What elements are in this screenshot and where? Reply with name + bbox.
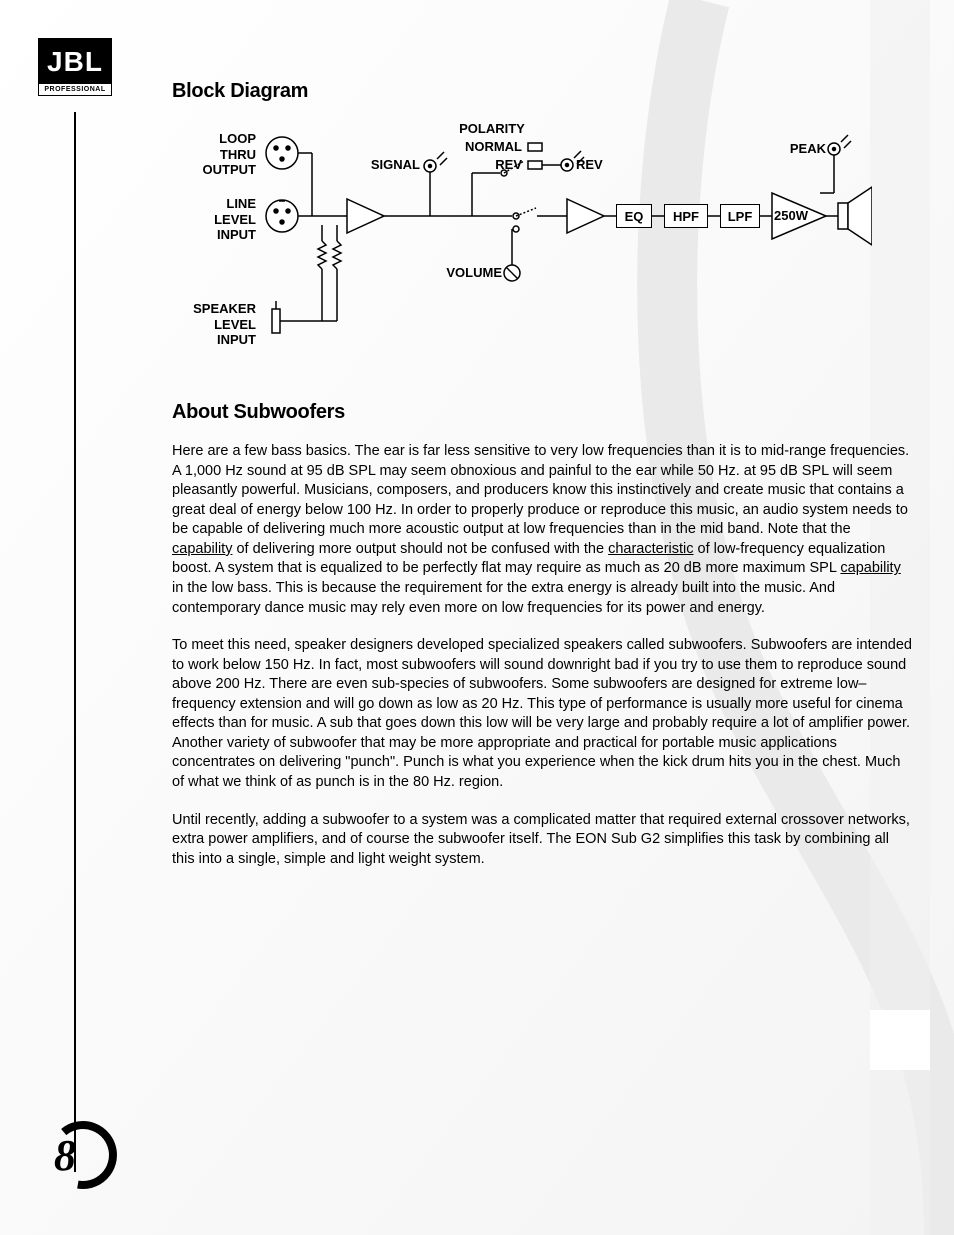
box-amp: 250W xyxy=(774,208,818,224)
p1-u3: capability xyxy=(840,560,900,576)
page-number: 8 xyxy=(48,1120,118,1195)
label-normal: NORMAL xyxy=(450,139,522,155)
p1-d: in the low bass. This is because the req… xyxy=(172,580,835,616)
label-rev-left: REV xyxy=(474,157,522,173)
box-eq: EQ xyxy=(616,204,652,228)
p1-u1: capability xyxy=(172,541,232,557)
block-diagram: LOOP THRU OUTPUT LINE LEVEL INPUT SPEAKE… xyxy=(172,121,872,371)
brand-name: JBL xyxy=(38,38,112,84)
heading-about-subwoofers: About Subwoofers xyxy=(172,401,912,424)
p1-a: Here are a few bass basics. The ear is f… xyxy=(172,443,909,537)
paragraph-2: To meet this need, speaker designers dev… xyxy=(172,636,912,793)
p1-u2: characteristic xyxy=(608,541,693,557)
block-diagram-svg xyxy=(172,121,872,371)
vertical-rule xyxy=(74,112,76,1172)
content-area: Block Diagram xyxy=(172,80,912,887)
label-peak: PEAK xyxy=(780,141,826,157)
heading-block-diagram: Block Diagram xyxy=(172,80,912,103)
label-rev-right: REV xyxy=(576,157,616,173)
p1-b: of delivering more output should not be … xyxy=(232,541,608,557)
label-speaker-level: SPEAKER LEVEL INPUT xyxy=(146,301,256,348)
box-lpf: LPF xyxy=(720,204,760,228)
paragraph-1: Here are a few bass basics. The ear is f… xyxy=(172,442,912,618)
brand-logo: JBL PROFESSIONAL xyxy=(38,38,112,96)
page-number-text: 8 xyxy=(54,1130,76,1181)
label-polarity: POLARITY xyxy=(452,121,532,137)
label-signal: SIGNAL xyxy=(364,157,420,173)
brand-sub: PROFESSIONAL xyxy=(38,84,112,96)
label-line-level: LINE LEVEL INPUT xyxy=(166,196,256,243)
page: JBL PROFESSIONAL Block Diagram xyxy=(0,0,954,1235)
paragraph-3: Until recently, adding a subwoofer to a … xyxy=(172,811,912,870)
label-loop-thru: LOOP THRU OUTPUT xyxy=(166,131,256,178)
label-volume: VOLUME xyxy=(432,265,502,281)
box-hpf: HPF xyxy=(664,204,708,228)
